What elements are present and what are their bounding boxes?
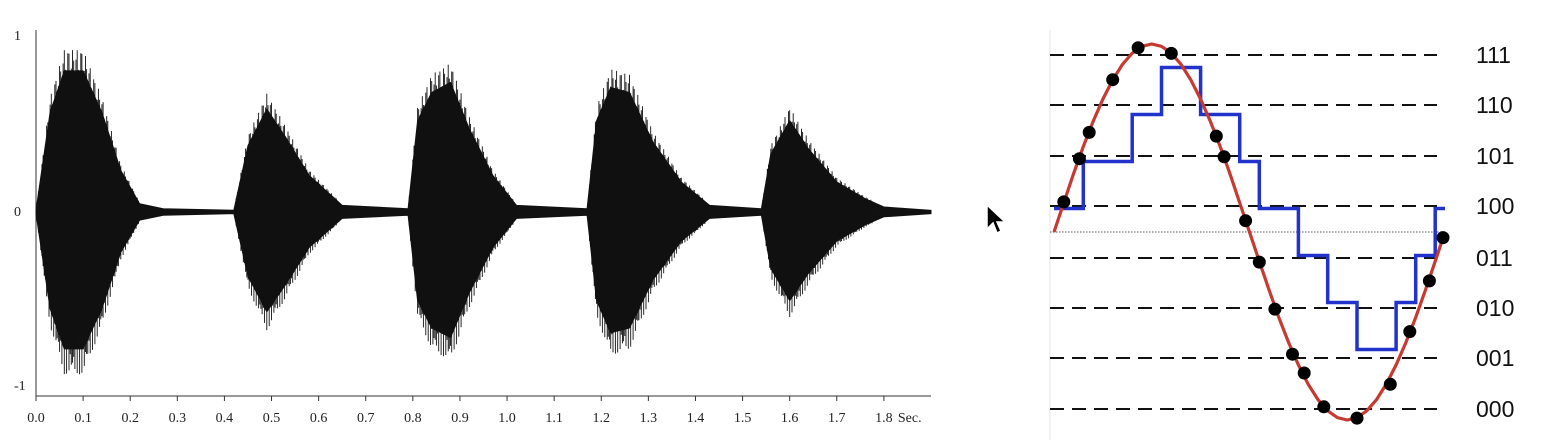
sample-point — [1383, 377, 1397, 391]
waveform-x-tick-label: 0.2 — [121, 411, 139, 426]
sample-point — [1297, 366, 1311, 380]
waveform-x-tick-label: 0.4 — [216, 411, 234, 426]
sample-point — [1268, 302, 1282, 316]
waveform-x-tick-label: 0.0 — [27, 411, 45, 426]
waveform-x-tick-label: 1.7 — [828, 411, 846, 426]
quantization-level-labels: 111 110 101 100 011 010 001 000 — [1476, 42, 1514, 422]
waveform-x-tick-label: 1.2 — [593, 411, 611, 426]
sample-points — [1057, 41, 1450, 425]
sample-point — [1072, 152, 1086, 166]
waveform-x-tick-label: 1.6 — [781, 411, 799, 426]
waveform-x-tick-label: 1.4 — [687, 411, 705, 426]
quantized-signal-line — [1054, 65, 1445, 352]
sample-point — [1252, 255, 1266, 269]
sample-point — [1217, 150, 1231, 164]
waveform-x-tick-label: 0.7 — [357, 411, 375, 426]
waveform-x-tick-label: 0.8 — [404, 411, 422, 426]
analog-signal-curve — [1052, 42, 1447, 422]
sample-point — [1317, 400, 1331, 414]
waveform-spikes — [37, 50, 873, 375]
waveform-x-tick-label: 0.6 — [310, 411, 328, 426]
quantization-level-label: 000 — [1476, 396, 1514, 422]
waveform-x-tick-label: 0.5 — [263, 411, 281, 426]
sample-point — [1350, 411, 1364, 425]
waveform-chart: 1 0 -1 0.0 0.1 0.2 0.3 0.4 0.5 0.6 0.7 0.8 0.9 1.0 1.… — [14, 29, 932, 426]
mouse-pointer-icon — [986, 204, 1007, 235]
sample-point — [1131, 41, 1145, 55]
sample-point — [1209, 129, 1223, 143]
quantization-level-label: 010 — [1476, 295, 1514, 321]
sample-point — [1436, 231, 1450, 245]
quantization-level-label: 011 — [1476, 245, 1513, 271]
waveform-x-tick-label: 1.1 — [545, 411, 563, 426]
quantization-level-label: 110 — [1476, 92, 1513, 118]
quantization-level-label: 111 — [1476, 42, 1511, 68]
sample-point — [1057, 195, 1071, 209]
quantization-level-label: 100 — [1476, 193, 1514, 219]
waveform-y-tick-label: 0 — [14, 205, 21, 220]
sample-point — [1164, 46, 1178, 60]
sample-point — [1239, 214, 1253, 228]
waveform-spike-lines — [37, 50, 873, 375]
sample-point — [1106, 73, 1120, 87]
quantization-level-label: 101 — [1476, 143, 1514, 169]
waveform-x-tick-label: 0.3 — [169, 411, 187, 426]
waveform-x-tick-label: 1.5 — [734, 411, 752, 426]
sample-point — [1422, 274, 1436, 288]
waveform-x-tick-label: 1.8 — [875, 411, 893, 426]
quantization-level-label: 001 — [1476, 345, 1514, 371]
sample-point — [1403, 325, 1417, 339]
waveform-x-unit-label: Sec. — [898, 411, 922, 426]
waveform-y-tick-label: 1 — [14, 29, 21, 44]
waveform-x-tick-label: 1.3 — [640, 411, 658, 426]
waveform-y-ticks: 1 0 -1 — [14, 29, 26, 394]
waveform-x-ticks: 0.0 0.1 0.2 0.3 0.4 0.5 0.6 0.7 0.8 0.9 1.0 1.1 1.2 1… — [27, 396, 893, 426]
waveform-x-tick-label: 0.1 — [74, 411, 92, 426]
waveform-y-tick-label: -1 — [14, 379, 26, 394]
waveform-x-tick-label: 0.9 — [451, 411, 469, 426]
quantization-chart: 111 110 101 100 011 010 001 000 — [1049, 30, 1514, 440]
waveform-x-tick-label: 1.0 — [498, 411, 516, 426]
sample-point — [1286, 347, 1299, 361]
sample-point — [1082, 125, 1096, 139]
